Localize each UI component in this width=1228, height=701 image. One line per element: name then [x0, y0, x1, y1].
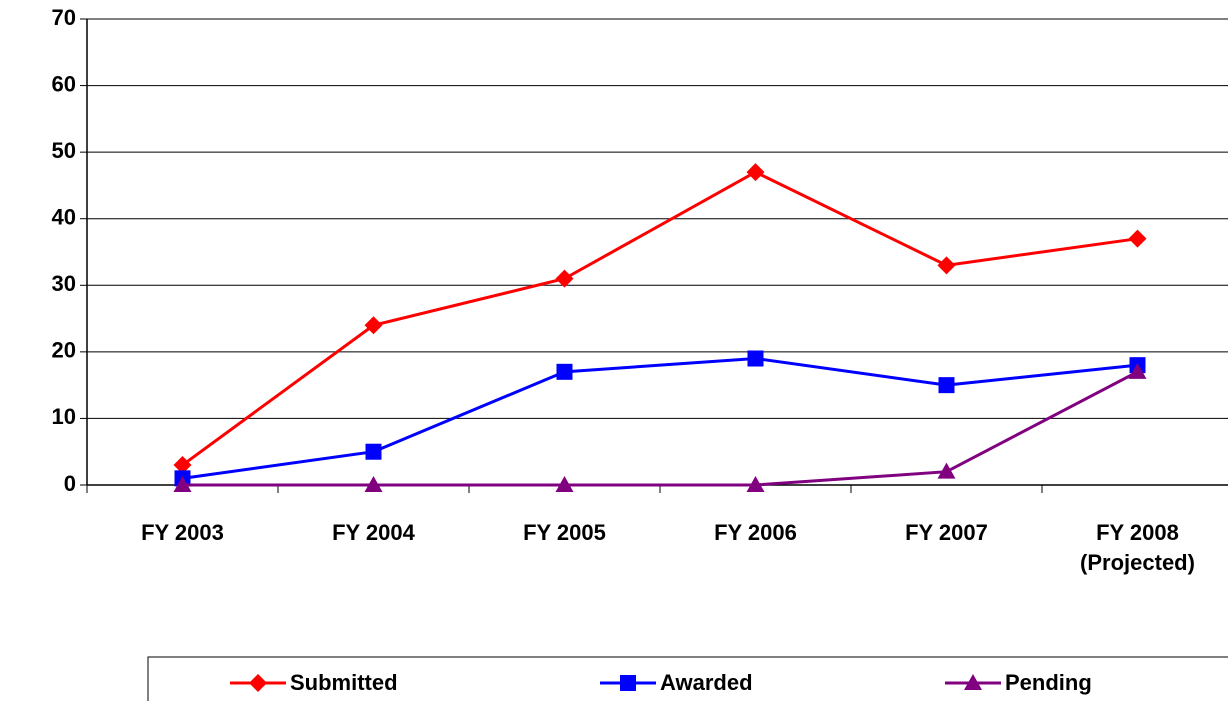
marker: [620, 675, 636, 691]
series-line: [182, 357, 1138, 480]
legend-box: [147, 656, 1228, 701]
marker: [556, 363, 573, 380]
y-tick-label: 0: [64, 471, 76, 496]
x-tick-label: FY 2007: [905, 520, 988, 545]
marker: [937, 462, 956, 479]
x-tick-label: FY 2006: [714, 520, 797, 545]
y-tick-label: 50: [52, 138, 76, 163]
legend-label: Pending: [1005, 670, 1092, 695]
x-tick-label: FY 2005: [523, 520, 606, 545]
marker: [173, 476, 192, 492]
y-tick-label: 20: [52, 338, 76, 363]
y-tick-label: 10: [52, 404, 76, 429]
marker: [938, 377, 955, 394]
y-tick-label: 30: [52, 271, 76, 296]
y-tick-label: 60: [52, 71, 76, 96]
marker: [964, 674, 982, 690]
marker: [1128, 229, 1147, 248]
legend-label: Submitted: [290, 670, 398, 695]
marker: [746, 476, 765, 492]
marker: [364, 316, 383, 335]
legend-label: Awarded: [660, 670, 753, 695]
marker: [747, 350, 764, 367]
marker: [937, 256, 956, 275]
marker: [365, 443, 382, 460]
marker: [249, 674, 267, 692]
y-tick-label: 40: [52, 205, 76, 230]
x-tick-label: FY 2004: [332, 520, 415, 545]
series-line: [182, 370, 1139, 487]
marker: [173, 456, 192, 475]
marker: [555, 269, 574, 288]
marker: [1128, 362, 1147, 379]
marker: [746, 163, 765, 182]
marker: [555, 476, 574, 492]
x-tick-label: FY 2003: [141, 520, 224, 545]
x-tick-label: FY 2008 (Projected): [1080, 520, 1195, 575]
y-tick-label: 70: [52, 5, 76, 30]
marker: [364, 476, 383, 492]
series-line: [181, 170, 1138, 467]
